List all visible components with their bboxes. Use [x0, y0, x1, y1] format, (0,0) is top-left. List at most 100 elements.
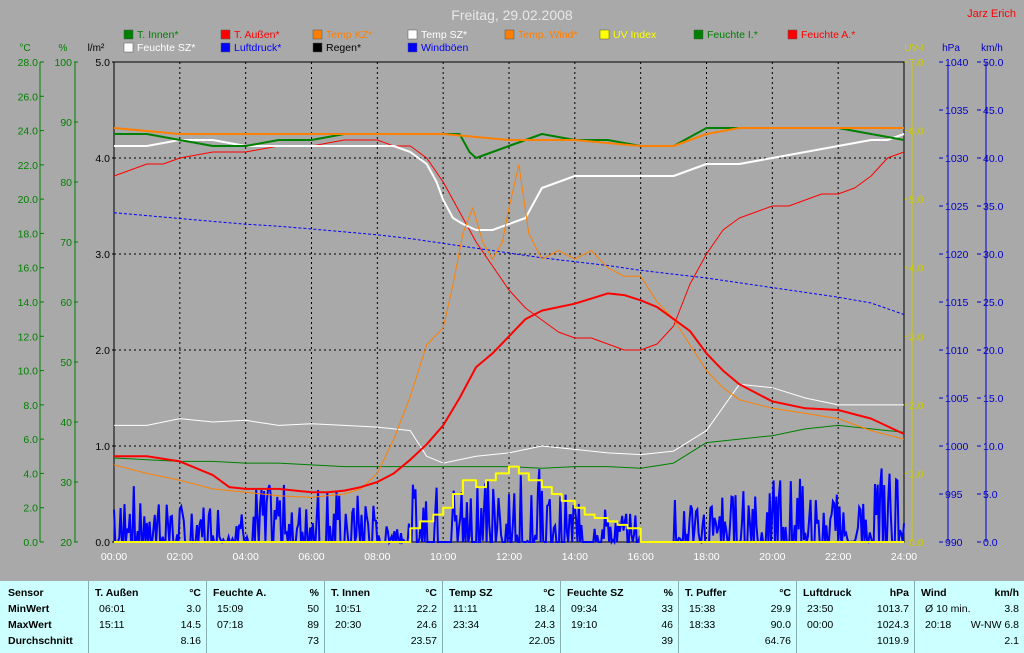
- stats-row-label: Durchschnitt: [8, 635, 73, 647]
- stats-row-label: MinWert: [8, 603, 50, 615]
- stats-avg-value: 8.16: [180, 635, 201, 647]
- stats-max-time: 20:18: [925, 619, 952, 631]
- x-tick-label: 22:00: [825, 551, 851, 563]
- stats-column-name: T. Innen: [331, 587, 371, 599]
- legend-swatch: [123, 29, 134, 40]
- stats-avg-value: 39: [661, 635, 673, 647]
- stats-column-unit: °C: [425, 587, 437, 599]
- legend-label: UV Index: [613, 29, 657, 41]
- legend-swatch: [123, 42, 134, 53]
- rain-tick-label: 2.0: [95, 345, 110, 357]
- stats-min-time: 15:38: [689, 603, 716, 615]
- chart-title: Freitag, 29.02.2008: [451, 7, 573, 23]
- legend-swatch: [787, 29, 798, 40]
- temp-tick-label: 8.0: [23, 400, 38, 412]
- pct-tick-label: 90: [60, 117, 72, 129]
- temp-tick-label: 10.0: [18, 366, 39, 378]
- rain-axis-unit: l/m²: [88, 43, 105, 54]
- temp-tick-label: 0.0: [23, 537, 38, 549]
- hpa-tick-label: 1035: [945, 105, 969, 117]
- legend-label: Feuchte SZ*: [137, 42, 195, 54]
- temp-tick-label: 16.0: [18, 263, 39, 275]
- stats-max-time: 23:34: [453, 619, 480, 631]
- x-tick-label: 14:00: [562, 551, 588, 563]
- stats-column-unit: hPa: [889, 587, 909, 599]
- stats-column: Luftdruck hPa 23:50 1013.7 00:00 1024.3 1019.9: [796, 581, 914, 653]
- stats-min-time: Ø 10 min.: [925, 603, 971, 615]
- temp-tick-label: 28.0: [18, 57, 39, 69]
- x-tick-label: 02:00: [167, 551, 193, 563]
- hpa-tick-label: 1030: [945, 153, 969, 165]
- stats-min-value: 22.2: [416, 603, 437, 615]
- temp-tick-label: 22.0: [18, 160, 39, 172]
- kmh-tick-label: 20.0: [983, 345, 1004, 357]
- hpa-tick-label: 1005: [945, 393, 969, 405]
- legend-label: Regen*: [326, 42, 361, 54]
- temp-tick-label: 24.0: [18, 126, 39, 138]
- stats-column: Feuchte A.% 15:09 50 07:18 89 73: [206, 581, 324, 653]
- rain-tick-label: 3.0: [95, 249, 110, 261]
- hpa-axis-unit: hPa: [942, 43, 960, 54]
- temp-tick-label: 14.0: [18, 297, 39, 309]
- stats-min-value: 29.9: [770, 603, 791, 615]
- stats-avg-value: 73: [307, 635, 319, 647]
- weather-chart: Freitag, 29.02.2008 Jarz Erich T. Innen*…: [18, 7, 1016, 563]
- stats-min-value: 18.4: [534, 603, 555, 615]
- stats-table: Sensor MinWert MaxWert Durchschnitt T. Außen…: [0, 581, 1024, 653]
- stats-min-time: 10:51: [335, 603, 362, 615]
- stats-max-value: 1024.3: [876, 619, 909, 631]
- uv-tick-label: 5.0: [909, 194, 924, 206]
- stats-column-unit: km/h: [994, 587, 1019, 599]
- stats-avg-value: 2.1: [1004, 635, 1019, 647]
- series-line-4: [113, 212, 905, 315]
- legend-label: Feuchte A.*: [801, 29, 855, 41]
- legend-swatch: [407, 29, 418, 40]
- stats-max-time: 07:18: [217, 619, 244, 631]
- stats-row-label: MaxWert: [8, 619, 52, 631]
- x-tick-label: 12:00: [496, 551, 522, 563]
- kmh-tick-label: 25.0: [983, 297, 1004, 309]
- stats-min-value: 3.8: [1004, 603, 1019, 615]
- stats-max-value: 46: [661, 619, 673, 631]
- series-windboen: [113, 468, 905, 546]
- stats-column-name: Feuchte SZ: [567, 587, 624, 599]
- uv-tick-label: 2.0: [909, 400, 924, 412]
- x-tick-label: 04:00: [233, 551, 259, 563]
- legend-label: Temp. Wind*: [518, 29, 578, 41]
- kmh-axis-unit: km/h: [981, 43, 1003, 54]
- uv-tick-label: 4.0: [909, 263, 924, 275]
- series-line-5: [114, 383, 904, 464]
- stats-max-time: 00:00: [807, 619, 834, 631]
- legend-swatch: [599, 29, 610, 40]
- pct-tick-label: 30: [60, 477, 72, 489]
- uv-tick-label: 1.0: [909, 468, 924, 480]
- stats-max-value: 89: [307, 619, 319, 631]
- stats-avg-value: 23.57: [410, 635, 437, 647]
- legend-label: Windböen: [421, 42, 468, 54]
- temp-tick-label: 18.0: [18, 228, 39, 240]
- stats-min-time: 09:34: [571, 603, 598, 615]
- stats-column-unit: °C: [189, 587, 201, 599]
- stats-column-unit: %: [663, 587, 673, 599]
- series-line-9: [114, 465, 904, 543]
- legend-swatch: [693, 29, 704, 40]
- pct-tick-label: 60: [60, 297, 72, 309]
- stats-column-unit: °C: [543, 587, 555, 599]
- temp-tick-label: 2.0: [23, 503, 38, 515]
- stats-max-time: 19:10: [571, 619, 598, 631]
- kmh-tick-label: 45.0: [983, 105, 1004, 117]
- x-tick-label: 10:00: [430, 551, 456, 563]
- temp-axis-unit: °C: [19, 43, 30, 54]
- stats-max-time: 18:33: [689, 619, 716, 631]
- stats-column-name: Luftdruck: [803, 587, 852, 599]
- temp-tick-label: 20.0: [18, 194, 39, 206]
- stats-min-time: 23:50: [807, 603, 834, 615]
- legend-swatch: [220, 42, 231, 53]
- x-tick-label: 08:00: [364, 551, 390, 563]
- stats-min-time: 15:09: [217, 603, 244, 615]
- series-line-1: [114, 133, 905, 231]
- rain-tick-label: 5.0: [95, 57, 110, 69]
- stats-avg-value: 22.05: [528, 635, 555, 647]
- hpa-tick-label: 1025: [945, 201, 969, 213]
- stats-column: Temp SZ °C 11:11 18.4 23:34 24.3 22.05: [442, 581, 560, 653]
